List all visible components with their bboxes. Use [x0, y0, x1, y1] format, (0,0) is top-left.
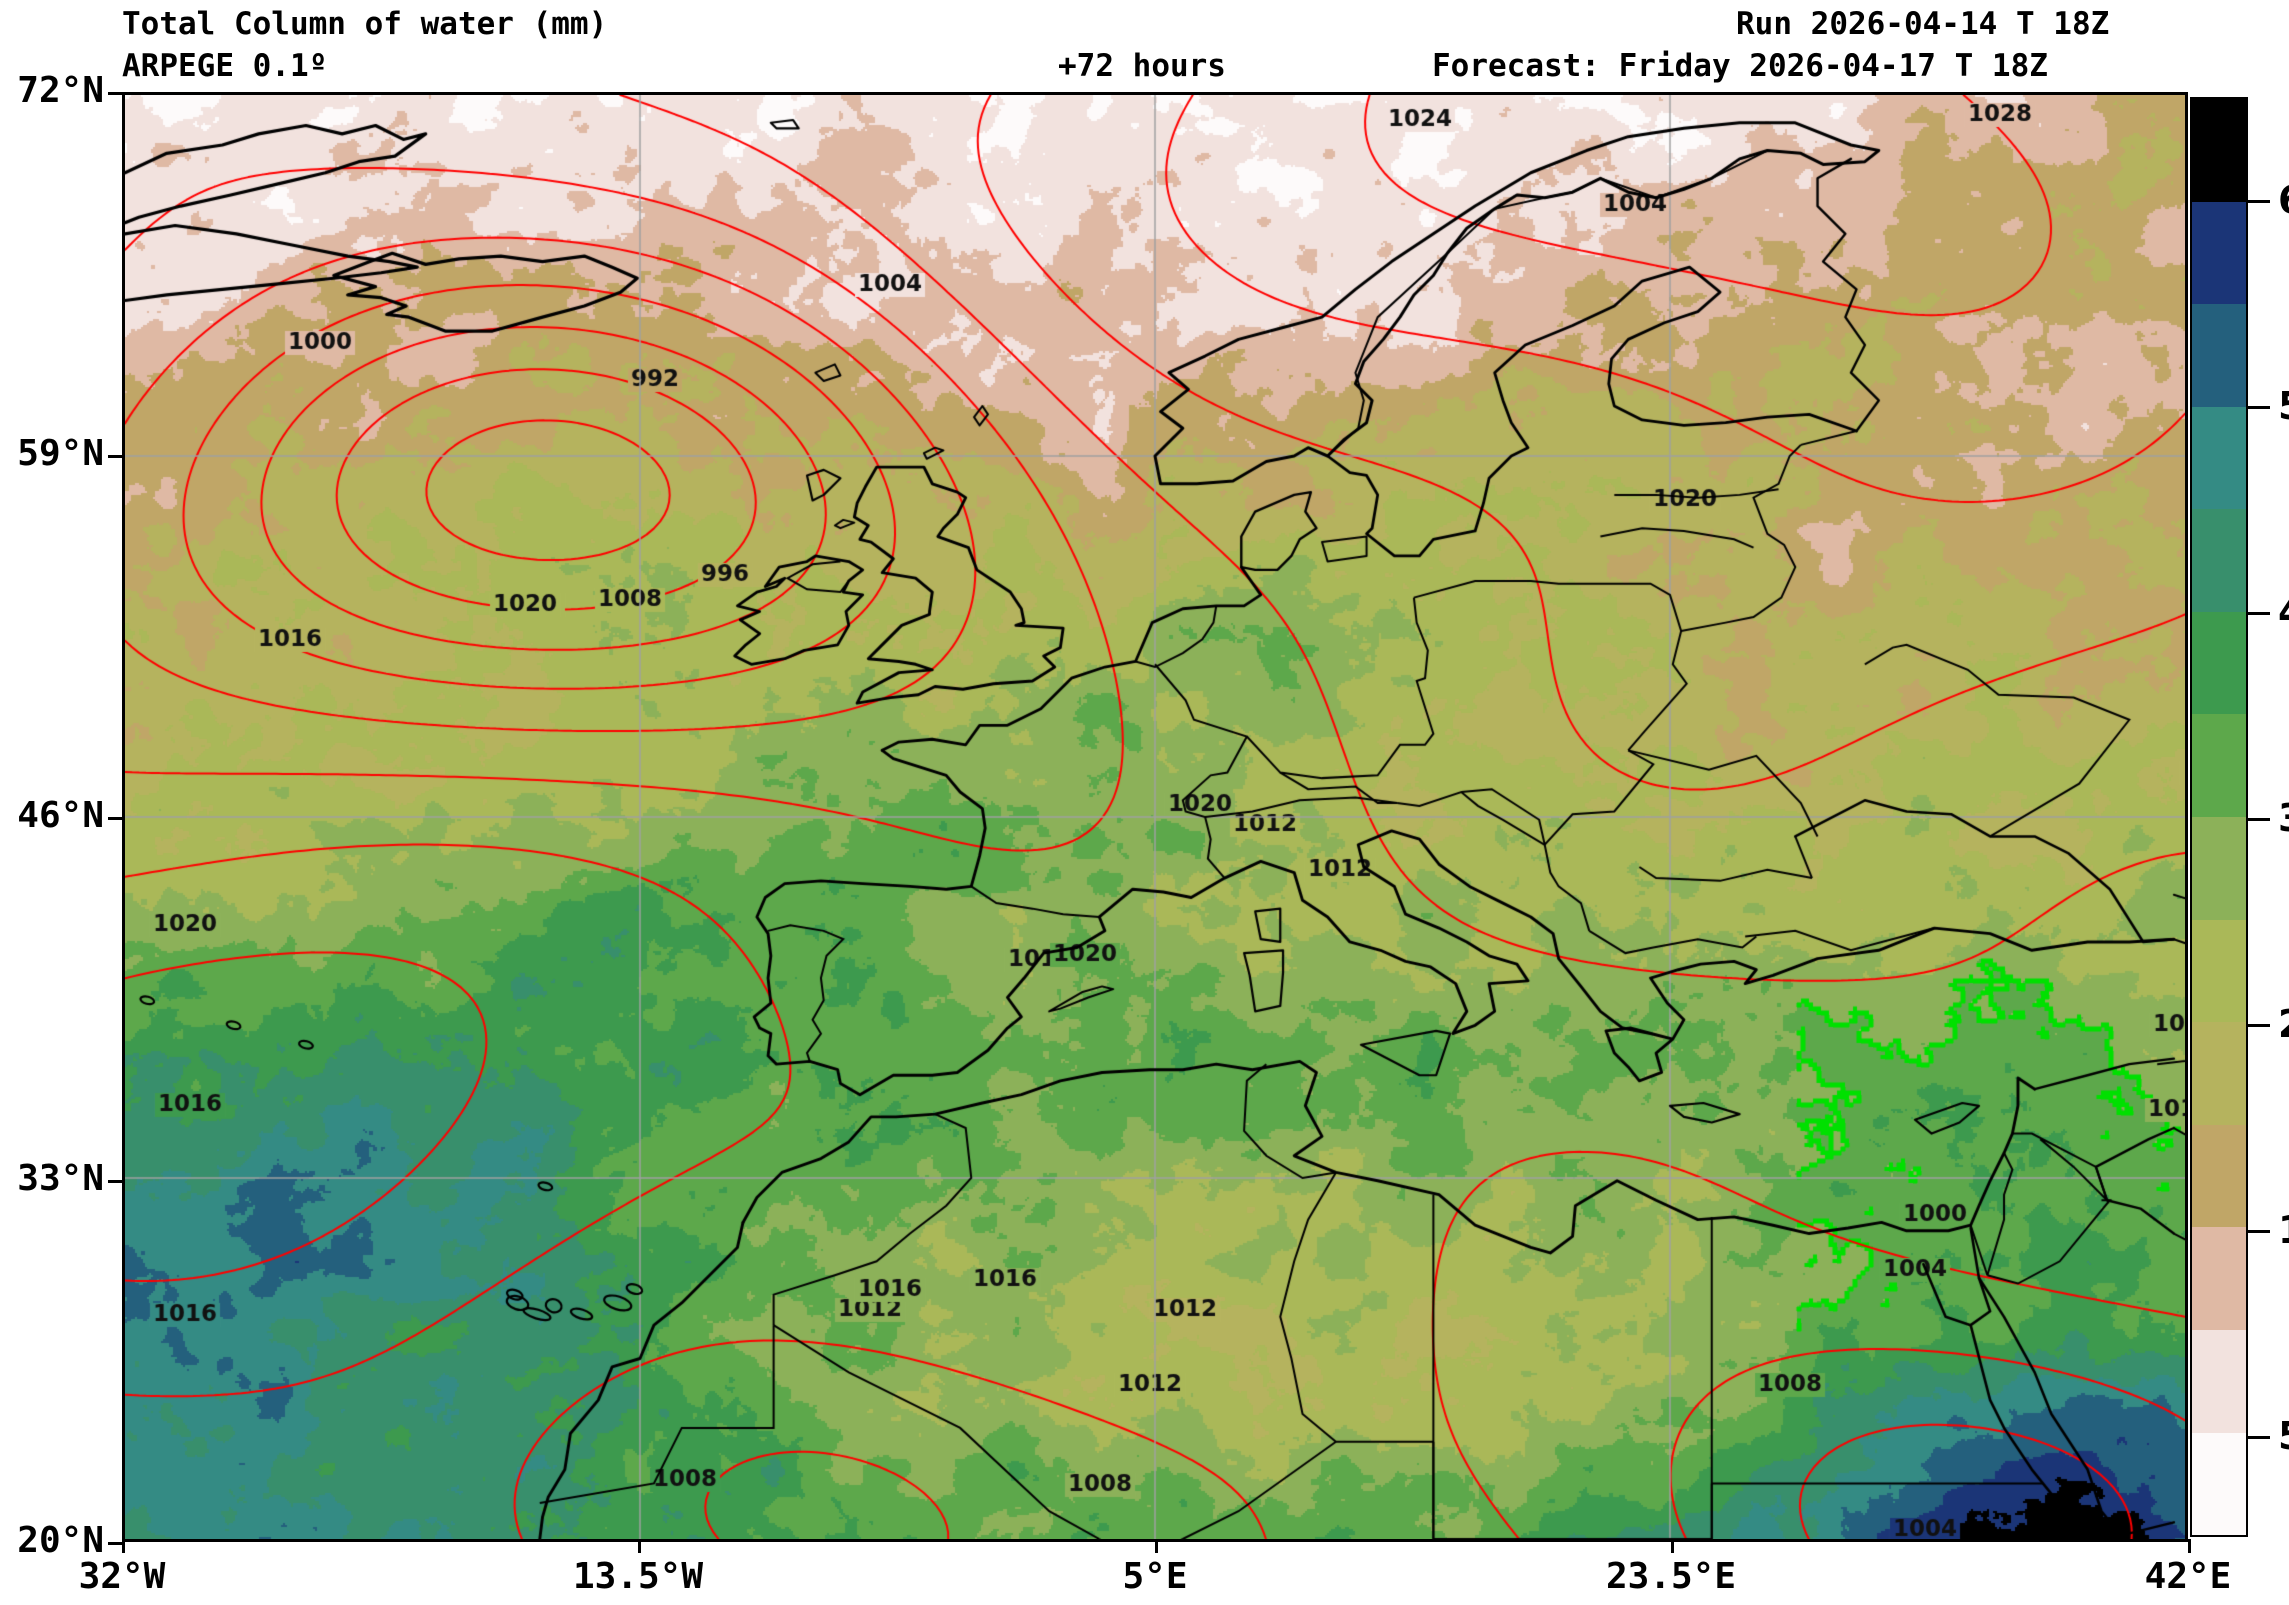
x-axis-tick-mark [638, 1539, 641, 1553]
colorbar-band [2192, 817, 2246, 920]
colorbar-tick-mark [2248, 200, 2270, 203]
colorbar-band [2192, 714, 2246, 818]
x-axis-tick-label: 42°E [2144, 1556, 2232, 1597]
y-axis-tick-mark [108, 817, 122, 820]
colorbar-band [2192, 304, 2246, 407]
colorbar-tick-label: 45 [2278, 590, 2289, 634]
y-axis-tick-label: 46°N [17, 795, 104, 836]
colorbar-tick-label: 55 [2278, 384, 2289, 428]
y-axis-tick-label: 20°N [17, 1520, 104, 1561]
x-axis-tick-label: 23.5°E [1605, 1556, 1737, 1597]
model-label: ARPEGE 0.1º [122, 48, 328, 84]
colorbar-band [2192, 611, 2246, 715]
colorbar-band [2192, 1022, 2246, 1125]
lead-time-label: +72 hours [1058, 48, 1226, 84]
y-axis-tick-mark [108, 1542, 122, 1545]
colorbar-tick-mark [2248, 406, 2270, 409]
colorbar-band [2192, 406, 2246, 510]
colorbar-band [2192, 1227, 2246, 1330]
page-title: Total Column of water (mm) [122, 6, 608, 42]
colorbar-tick-label: 25 [2278, 1002, 2289, 1046]
colorbar-tick-mark [2248, 612, 2270, 615]
colorbar-tick-label: 5 [2278, 1414, 2289, 1458]
colorbar-tick-label: 65 [2278, 178, 2289, 222]
colorbar-tick-label: 35 [2278, 796, 2289, 840]
x-axis-tick-label: 5°E [1122, 1556, 1188, 1597]
y-axis-tick-label: 33°N [17, 1158, 104, 1199]
chart-header: Total Column of water (mm) ARPEGE 0.1º +… [0, 0, 2289, 92]
x-axis-tick-mark [1671, 1539, 1674, 1553]
colorbar-band [2192, 1432, 2246, 1536]
run-time-label: Run 2026-04-14 T 18Z [1736, 6, 2110, 42]
colorbar [2190, 97, 2248, 1537]
colorbar-band [2192, 1329, 2246, 1433]
colorbar-tick-mark [2248, 1230, 2270, 1233]
y-axis-tick-mark [108, 1180, 122, 1183]
y-axis-tick-label: 59°N [17, 433, 104, 474]
x-axis-tick-mark [1155, 1539, 1158, 1553]
colorbar-band [2192, 509, 2246, 612]
x-axis-tick-label: 13.5°W [572, 1556, 704, 1597]
x-axis-tick-mark [2188, 1539, 2191, 1553]
y-axis-tick-mark [108, 92, 122, 95]
colorbar-band [2192, 919, 2246, 1023]
y-axis-tick-label: 72°N [17, 70, 104, 111]
colorbar-tick-mark [2248, 818, 2270, 821]
weather-map-canvas [125, 95, 2185, 1539]
map-plot-area [122, 92, 2188, 1542]
colorbar-tick-mark [2248, 1436, 2270, 1439]
y-axis-tick-mark [108, 455, 122, 458]
colorbar-band [2192, 99, 2246, 202]
colorbar-tick-label: 15 [2278, 1208, 2289, 1252]
colorbar-band [2192, 201, 2246, 305]
colorbar-band [2192, 1124, 2246, 1228]
x-axis-tick-label: 32°W [78, 1556, 166, 1597]
x-axis-tick-mark [122, 1539, 125, 1553]
forecast-time-label: Forecast: Friday 2026-04-17 T 18Z [1432, 48, 2048, 84]
colorbar-tick-mark [2248, 1024, 2270, 1027]
